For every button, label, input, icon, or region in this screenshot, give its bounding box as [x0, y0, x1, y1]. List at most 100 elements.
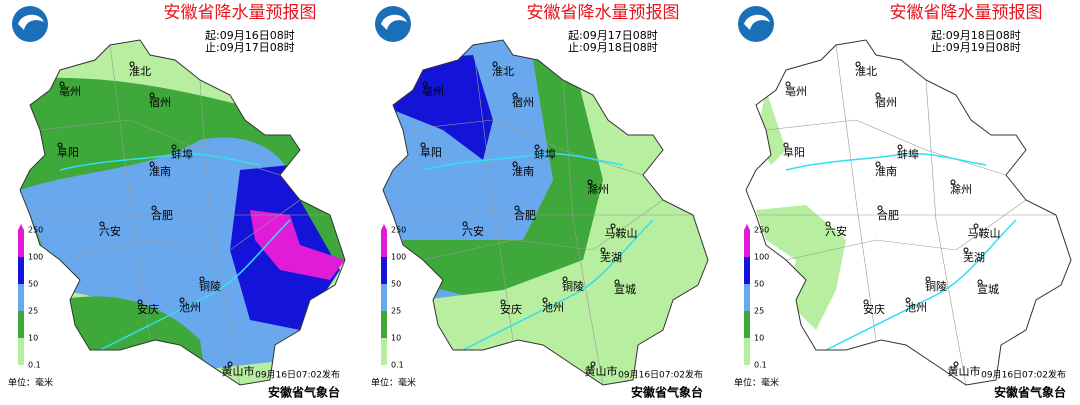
org: 安徽省气象台 — [631, 385, 703, 400]
city-dot — [149, 161, 155, 167]
legend-swatch — [744, 311, 750, 338]
city-label: 芜湖 — [600, 250, 622, 264]
county-line — [422, 199, 664, 261]
start-time: 起:09月17日08时 — [568, 29, 658, 42]
city-dot — [905, 297, 911, 303]
legend-swatch — [381, 257, 387, 284]
legend-tick: 250 — [391, 226, 406, 235]
river — [99, 219, 291, 351]
title: 安徽省降水量预报图 — [890, 3, 1043, 23]
city-label: 宣城 — [977, 282, 999, 296]
city-label: 淮北 — [492, 65, 514, 78]
city-label: 黄山市 — [585, 364, 618, 378]
city-dot — [587, 179, 593, 185]
logo-swirl — [744, 14, 770, 30]
city-dot — [422, 81, 428, 87]
city-label: 宿州 — [512, 95, 534, 109]
city-dot — [863, 299, 869, 305]
county-line — [472, 44, 514, 341]
city-label: 阜阳 — [57, 146, 79, 159]
city-dot — [179, 297, 185, 303]
city-dot — [500, 299, 506, 305]
city-label: 安庆 — [137, 302, 159, 316]
city-label: 池州 — [542, 301, 564, 314]
city-label: 淮南 — [875, 165, 897, 178]
legend-swatch — [18, 284, 24, 311]
legend-tick: 50 — [391, 280, 401, 289]
city-label: 蚌埠 — [171, 147, 193, 161]
city-dot — [151, 205, 157, 211]
city-label: 亳州 — [422, 84, 444, 98]
river — [825, 219, 1017, 351]
legend-tick: 25 — [391, 307, 401, 316]
legend-tick: 50 — [754, 280, 764, 289]
city-dot — [562, 276, 568, 282]
province-outline — [19, 39, 346, 386]
logo-swirl — [18, 14, 44, 30]
legend-swatch — [744, 230, 750, 257]
unit: 单位：毫米 — [371, 377, 416, 389]
county-line — [199, 79, 241, 385]
unit: 单位：毫米 — [8, 377, 53, 389]
city-dot — [512, 92, 518, 98]
legend-arrow — [18, 224, 24, 230]
city-label: 铜陵 — [199, 279, 221, 293]
city-dot — [783, 142, 789, 148]
city-dot — [512, 161, 518, 167]
start-time: 起:09月18日08时 — [931, 29, 1021, 42]
precip-zone — [423, 60, 708, 385]
precip-zone — [250, 210, 345, 280]
city-label: 安庆 — [863, 302, 885, 316]
end-time: 止:09月18日08时 — [568, 41, 658, 54]
city-label: 黄山市 — [948, 364, 981, 378]
city-dot — [462, 221, 468, 227]
legend-tick: 10 — [754, 334, 764, 343]
county-line — [765, 119, 1007, 176]
legend-swatch — [744, 338, 750, 365]
city-dot — [877, 205, 883, 211]
county-line — [925, 79, 967, 385]
city-label: 铜陵 — [925, 279, 947, 293]
city-dot — [825, 221, 831, 227]
county-line — [785, 199, 1027, 261]
legend-swatch — [18, 257, 24, 284]
legend-swatch — [381, 311, 387, 338]
city-dot — [875, 92, 881, 98]
city-dot — [227, 361, 233, 367]
city-dot — [137, 299, 143, 305]
end-time: 止:09月17日08时 — [205, 41, 295, 54]
city-dot — [614, 279, 620, 285]
river — [462, 219, 654, 351]
issued: 09月16日07:02发布 — [981, 369, 1066, 381]
county-line — [109, 44, 151, 341]
precip-zone — [403, 60, 623, 300]
legend-swatch — [18, 338, 24, 365]
city-dot — [542, 297, 548, 303]
city-label: 池州 — [179, 301, 201, 314]
county-line — [402, 119, 644, 176]
legend-arrow — [744, 224, 750, 230]
legend-tick: 0.1 — [28, 361, 41, 370]
start-time: 起:09月16日08时 — [205, 29, 295, 42]
county-line — [39, 119, 281, 176]
legend-swatch — [381, 230, 387, 257]
logo — [375, 6, 411, 42]
city-label: 安庆 — [500, 302, 522, 316]
city-label: 合肥 — [877, 208, 899, 222]
city-label: 滁州 — [587, 182, 609, 196]
city-dot — [59, 81, 65, 87]
city-dot — [171, 144, 177, 150]
city-dot — [514, 205, 520, 211]
city-label: 宿州 — [149, 95, 171, 109]
city-label: 淮南 — [512, 165, 534, 178]
legend-tick: 10 — [391, 334, 401, 343]
city-label: 六安 — [825, 224, 847, 238]
city-label: 淮北 — [129, 65, 151, 78]
org: 安徽省气象台 — [994, 385, 1066, 400]
city-label: 池州 — [905, 301, 927, 314]
city-label: 合肥 — [151, 208, 173, 222]
